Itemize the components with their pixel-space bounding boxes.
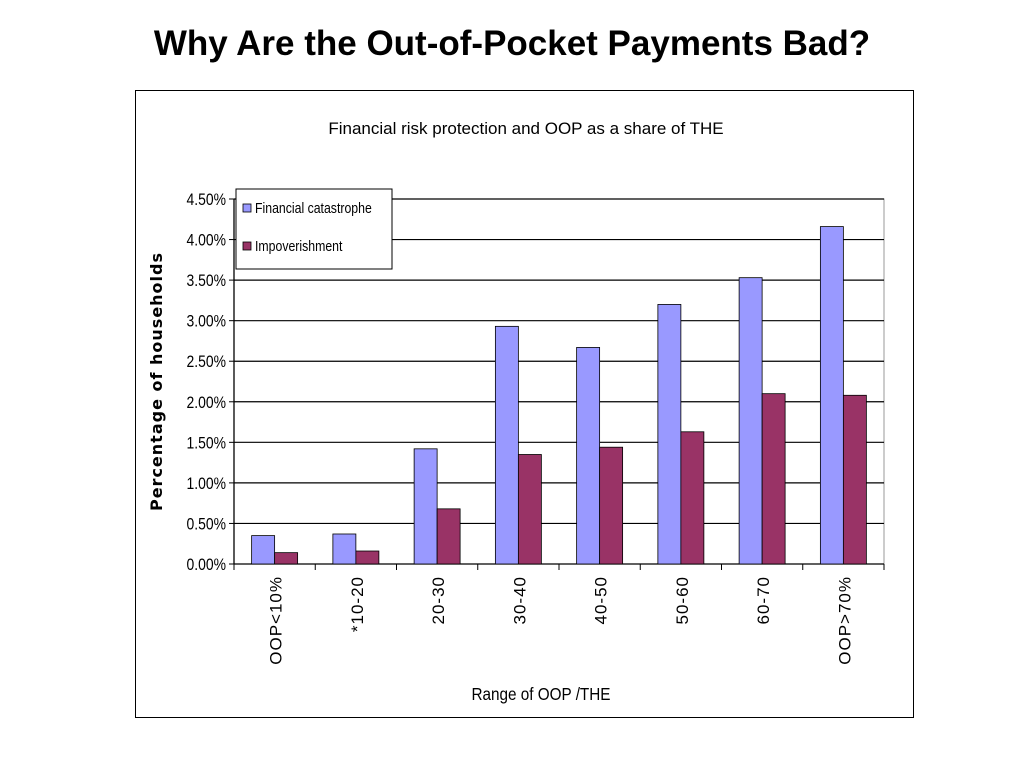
y-tick-label: 1.00% — [187, 475, 227, 494]
plot-area: 0.00% 0.50% 1.00% 1.50% 2.00% 2.50% 3.00% 3.50%… — [187, 188, 885, 665]
y-tick-label: 2.00% — [187, 394, 227, 413]
y-tick-label: 3.50% — [187, 272, 227, 291]
legend-label: Impoverishment — [255, 238, 343, 254]
y-tick-label: 1.50% — [187, 434, 227, 453]
x-tick-label: 50-60 — [673, 576, 692, 624]
y-tick-label: 0.50% — [187, 515, 227, 534]
bar-financial-catastrophe — [657, 304, 682, 565]
chart-title: Financial risk protection and OOP as a s… — [328, 119, 723, 138]
y-tick-label: 4.50% — [187, 191, 227, 210]
bar-impoverishment — [599, 446, 624, 565]
legend-swatch — [242, 241, 252, 251]
bar-impoverishment — [355, 550, 380, 565]
bar-impoverishment — [517, 454, 542, 565]
x-tick-label: 60-70 — [754, 576, 773, 624]
bar-impoverishment — [274, 552, 299, 565]
bar-impoverishment — [842, 394, 867, 565]
bar-financial-catastrophe — [332, 533, 357, 565]
bar-impoverishment — [436, 508, 461, 565]
y-axis-label: Percentage of households — [147, 252, 166, 511]
y-tick-label: 2.50% — [187, 353, 227, 372]
y-tick-label: 3.00% — [187, 312, 227, 331]
bar-impoverishment — [761, 393, 786, 565]
bar-financial-catastrophe — [413, 448, 438, 565]
bar-chart: Financial risk protection and OOP as a s… — [147, 119, 885, 704]
x-tick-label: *10-20 — [348, 576, 367, 632]
bar-financial-catastrophe — [251, 535, 276, 565]
slide-title: Why Are the Out-of-Pocket Payments Bad? — [153, 24, 871, 63]
y-tick-label: 4.00% — [187, 231, 227, 250]
chart-frame: Financial risk protection and OOP as a s… — [135, 90, 914, 718]
x-tick-label: 30-40 — [510, 576, 529, 624]
legend-swatch — [242, 203, 252, 213]
bar-impoverishment — [680, 431, 705, 565]
bar-financial-catastrophe — [494, 325, 519, 565]
y-tick-label: 0.00% — [187, 556, 227, 575]
x-tick-label: 20-30 — [429, 576, 448, 624]
x-tick-label: OOP<10% — [267, 576, 286, 665]
x-axis-label: Range of OOP /THE — [471, 684, 610, 704]
legend-box — [235, 188, 393, 270]
bar-financial-catastrophe — [819, 226, 844, 565]
bar-financial-catastrophe — [576, 347, 601, 565]
legend-label: Financial catastrophe — [255, 200, 372, 216]
x-tick-label: OOP>70% — [835, 576, 854, 665]
bar-financial-catastrophe — [738, 277, 763, 565]
x-tick-label: 40-50 — [592, 576, 611, 624]
